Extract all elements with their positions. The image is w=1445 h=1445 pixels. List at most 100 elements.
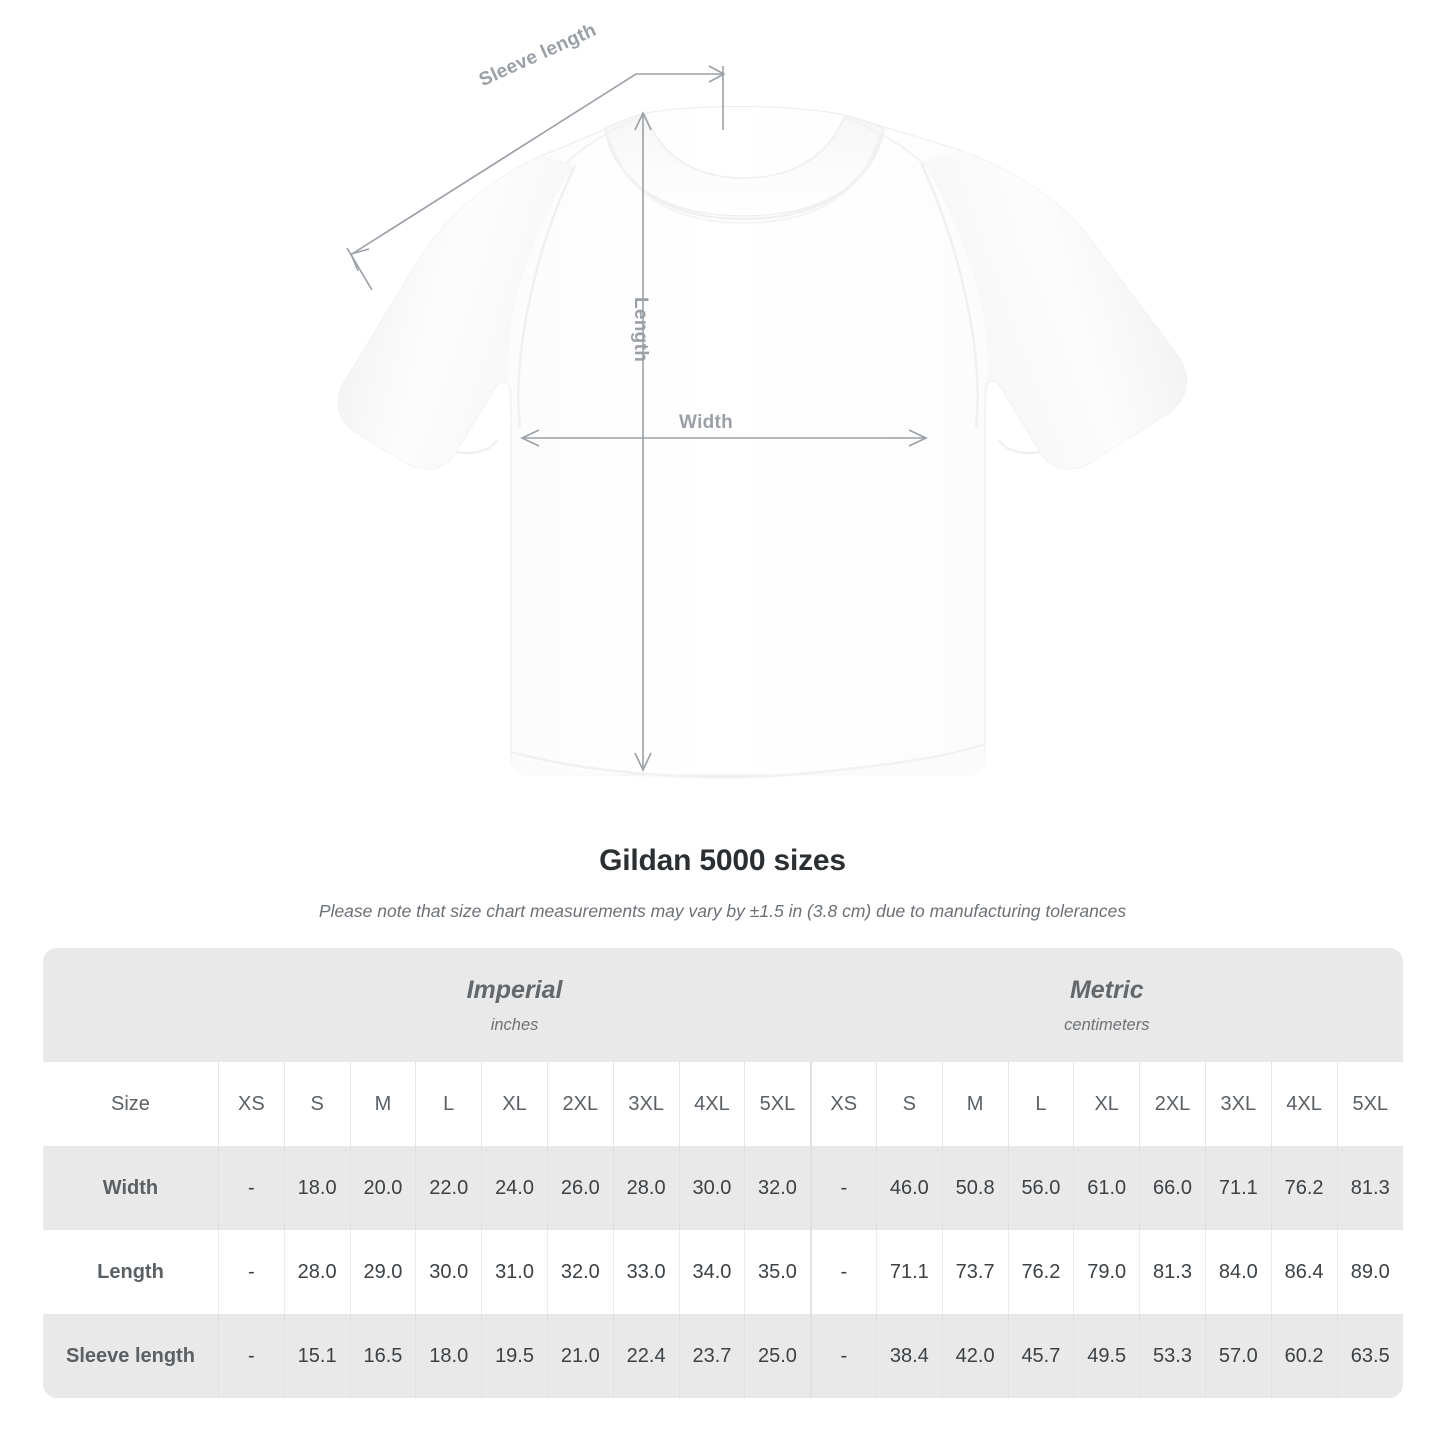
cell-width-metric-xl: 61.0 bbox=[1073, 1146, 1140, 1230]
cell-sleeve-length-imperial-s: 15.1 bbox=[283, 1314, 351, 1398]
unit-group-metric: Metric centimeters bbox=[810, 948, 1403, 1062]
cell-length-metric-l: 76.2 bbox=[1007, 1230, 1074, 1314]
width-arrow-right bbox=[908, 429, 928, 447]
length-arrow-up bbox=[634, 111, 652, 131]
header-size-5xl-imperial: 5XL bbox=[744, 1062, 811, 1146]
sleeve-arrow-right bbox=[708, 65, 726, 83]
cell-length-imperial-3xl: 33.0 bbox=[612, 1230, 680, 1314]
cell-width-imperial-4xl: 30.0 bbox=[678, 1146, 745, 1230]
row-label: Width bbox=[43, 1146, 219, 1230]
cell-length-imperial-2xl: 32.0 bbox=[546, 1230, 614, 1314]
cell-length-metric-xl: 79.0 bbox=[1073, 1230, 1140, 1314]
width-arrow-left bbox=[520, 429, 540, 447]
cell-sleeve-length-metric-xs: - bbox=[809, 1314, 877, 1398]
header-size-4xl-metric: 4XL bbox=[1270, 1062, 1337, 1146]
measurement-guides bbox=[346, 65, 928, 772]
header-size-l-imperial: L bbox=[415, 1062, 482, 1146]
cell-sleeve-length-imperial-3xl: 22.4 bbox=[612, 1314, 680, 1398]
cell-length-metric-5xl: 89.0 bbox=[1336, 1230, 1403, 1314]
tshirt-illustration bbox=[337, 65, 1187, 780]
cell-length-imperial-m: 29.0 bbox=[349, 1230, 416, 1314]
cell-width-metric-2xl: 66.0 bbox=[1139, 1146, 1206, 1230]
length-arrow-down bbox=[634, 752, 652, 772]
garment-shape bbox=[337, 105, 1187, 780]
length-label: Length bbox=[630, 297, 651, 363]
size-chart-table: Imperial inches Metric centimeters Size XS S M L… bbox=[43, 948, 1403, 1398]
sleeve-cuff-tick bbox=[346, 247, 373, 291]
header-size-label: Size bbox=[43, 1062, 219, 1146]
unit-banner-row: Imperial inches Metric centimeters bbox=[43, 948, 1403, 1062]
cell-sleeve-length-metric-l: 45.7 bbox=[1007, 1314, 1074, 1398]
cell-sleeve-length-imperial-xs: - bbox=[217, 1314, 285, 1398]
cell-length-imperial-s: 28.0 bbox=[283, 1230, 351, 1314]
header-size-m-metric: M bbox=[941, 1062, 1009, 1146]
cell-width-metric-s: 46.0 bbox=[875, 1146, 943, 1230]
chart-title-block: Gildan 5000 sizes Please note that size … bbox=[0, 842, 1445, 922]
cell-sleeve-length-metric-m: 42.0 bbox=[941, 1314, 1009, 1398]
table-row: Length -28.0 29.0 30.0 31.0 32.0 33.0 34.0 35.0-… bbox=[43, 1230, 1403, 1314]
header-size-4xl-imperial: 4XL bbox=[678, 1062, 745, 1146]
unit-subtitle: inches bbox=[490, 1015, 539, 1034]
cell-width-imperial-l: 22.0 bbox=[415, 1146, 482, 1230]
cell-length-metric-s: 71.1 bbox=[875, 1230, 943, 1314]
cell-width-imperial-2xl: 26.0 bbox=[546, 1146, 614, 1230]
header-size-2xl-imperial: 2XL bbox=[546, 1062, 614, 1146]
cell-sleeve-length-imperial-5xl: 25.0 bbox=[744, 1314, 811, 1398]
tshirt-measurement-diagram: Sleeve length Length Width bbox=[337, 20, 1187, 780]
cell-length-metric-2xl: 81.3 bbox=[1139, 1230, 1206, 1314]
page-title: Gildan 5000 sizes bbox=[599, 844, 846, 877]
header-size-s-imperial: S bbox=[283, 1062, 351, 1146]
size-chart-table-wrapper: Imperial inches Metric centimeters Size XS S M L… bbox=[43, 948, 1403, 1398]
cell-sleeve-length-metric-5xl: 63.5 bbox=[1336, 1314, 1403, 1398]
cell-width-imperial-5xl: 32.0 bbox=[744, 1146, 811, 1230]
cell-length-imperial-5xl: 35.0 bbox=[744, 1230, 811, 1314]
cell-sleeve-length-metric-xl: 49.5 bbox=[1073, 1314, 1140, 1398]
width-label: Width bbox=[679, 412, 734, 433]
table-header-row: Size XS S M L XL 2XL 3XL 4XL 5XL XS S M L XL 2XL 3XL 4XL 5… bbox=[43, 1062, 1403, 1146]
sleeve-measure-line bbox=[351, 73, 723, 255]
cell-width-imperial-3xl: 28.0 bbox=[612, 1146, 680, 1230]
cell-width-metric-l: 56.0 bbox=[1007, 1146, 1074, 1230]
cell-width-imperial-xl: 24.0 bbox=[481, 1146, 548, 1230]
cell-sleeve-length-metric-4xl: 60.2 bbox=[1270, 1314, 1337, 1398]
unit-name: Metric bbox=[1069, 975, 1144, 1004]
header-size-3xl-metric: 3XL bbox=[1204, 1062, 1272, 1146]
cell-width-imperial-xs: - bbox=[217, 1146, 285, 1230]
cell-length-metric-4xl: 86.4 bbox=[1270, 1230, 1337, 1314]
cell-length-imperial-xs: - bbox=[217, 1230, 285, 1314]
cell-width-metric-5xl: 81.3 bbox=[1336, 1146, 1403, 1230]
cell-length-imperial-l: 30.0 bbox=[415, 1230, 482, 1314]
cell-sleeve-length-imperial-l: 18.0 bbox=[415, 1314, 482, 1398]
header-size-s-metric: S bbox=[875, 1062, 943, 1146]
header-size-xs-imperial: XS bbox=[217, 1062, 285, 1146]
cell-sleeve-length-metric-s: 38.4 bbox=[875, 1314, 943, 1398]
cell-sleeve-length-imperial-m: 16.5 bbox=[349, 1314, 416, 1398]
cell-width-imperial-s: 18.0 bbox=[283, 1146, 351, 1230]
header-size-2xl-metric: 2XL bbox=[1139, 1062, 1206, 1146]
row-label: Length bbox=[43, 1230, 219, 1314]
cell-length-metric-3xl: 84.0 bbox=[1204, 1230, 1272, 1314]
banner-spacer bbox=[43, 948, 219, 1062]
cell-width-imperial-m: 20.0 bbox=[349, 1146, 416, 1230]
cell-sleeve-length-metric-3xl: 57.0 bbox=[1204, 1314, 1272, 1398]
cell-sleeve-length-imperial-4xl: 23.7 bbox=[678, 1314, 745, 1398]
cell-length-imperial-4xl: 34.0 bbox=[678, 1230, 745, 1314]
cell-length-imperial-xl: 31.0 bbox=[481, 1230, 548, 1314]
header-size-5xl-metric: 5XL bbox=[1336, 1062, 1403, 1146]
row-label: Sleeve length bbox=[43, 1314, 219, 1398]
cell-width-metric-m: 50.8 bbox=[941, 1146, 1009, 1230]
cell-sleeve-length-imperial-2xl: 21.0 bbox=[546, 1314, 614, 1398]
cell-width-metric-3xl: 71.1 bbox=[1204, 1146, 1272, 1230]
cell-sleeve-length-metric-2xl: 53.3 bbox=[1139, 1314, 1206, 1398]
header-size-xl-metric: XL bbox=[1073, 1062, 1140, 1146]
table-row: Sleeve length -15.1 16.5 18.0 19.5 21.0 22.4 23… bbox=[43, 1314, 1403, 1398]
table-row: Width -18.0 20.0 22.0 24.0 26.0 28.0 30.0 32.0-4… bbox=[43, 1146, 1403, 1230]
header-size-m-imperial: M bbox=[349, 1062, 416, 1146]
unit-subtitle: centimeters bbox=[1064, 1015, 1150, 1034]
unit-group-imperial: Imperial inches bbox=[218, 948, 811, 1062]
cell-length-metric-xs: - bbox=[809, 1230, 877, 1314]
cell-sleeve-length-imperial-xl: 19.5 bbox=[481, 1314, 548, 1398]
tolerance-note: Please note that size chart measurements… bbox=[318, 901, 1127, 921]
header-size-l-metric: L bbox=[1007, 1062, 1074, 1146]
cell-width-metric-xs: - bbox=[809, 1146, 877, 1230]
